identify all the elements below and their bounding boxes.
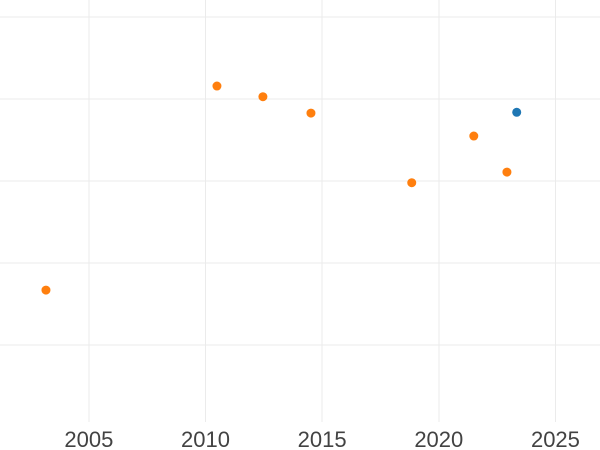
x-tick-label-2025: 2025 [531, 427, 580, 450]
data-point-orange-series [469, 131, 479, 141]
x-tick-label-2010: 2010 [181, 427, 230, 450]
data-point-orange-series [407, 178, 417, 188]
x-tick-label-2020: 2020 [414, 427, 463, 450]
data-point-orange-series [41, 285, 51, 295]
x-axis-tick-labels: 2005 2010 2015 2020 2025 [64, 427, 580, 450]
x-tick-label-2015: 2015 [298, 427, 347, 450]
data-point-orange-series [212, 81, 222, 91]
data-point-blue-series [512, 107, 522, 117]
data-points [41, 81, 522, 295]
gridlines [0, 0, 600, 422]
x-tick-label-2005: 2005 [64, 427, 113, 450]
data-point-orange-series [306, 108, 316, 118]
data-point-orange-series [258, 92, 268, 102]
data-point-orange-series [502, 167, 512, 177]
